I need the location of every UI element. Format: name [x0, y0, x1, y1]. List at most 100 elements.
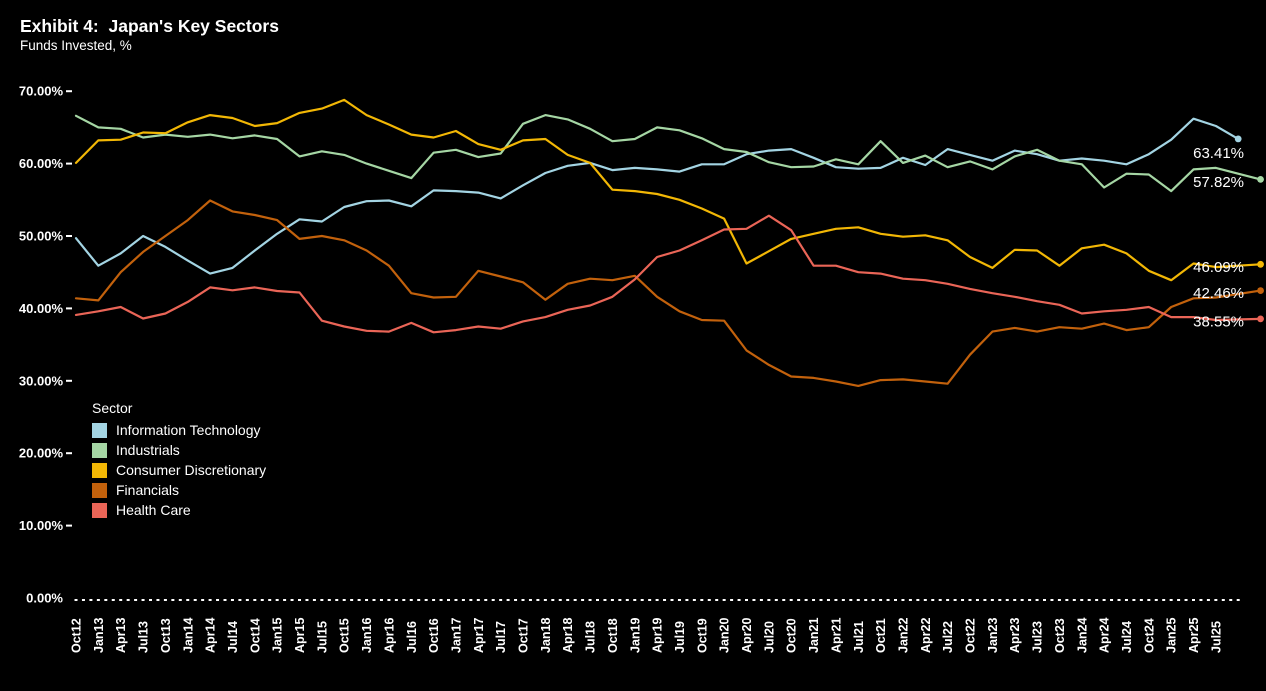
x-tick-mark [275, 599, 279, 601]
x-tick-mark [298, 599, 301, 601]
x-tick-label: Jan13 [92, 618, 106, 653]
series-line-health-care[interactable] [74, 214, 1262, 334]
x-tick-mark [648, 599, 652, 601]
x-tick-mark [1229, 599, 1233, 601]
x-tick-mark [1072, 599, 1076, 601]
x-tick-label: Oct18 [606, 618, 620, 653]
x-tick-mark [119, 599, 123, 601]
x-tick-label: Oct22 [964, 618, 978, 653]
x-tick-mark [953, 599, 957, 601]
x-tick-mark [1132, 599, 1136, 601]
x-tick-mark [1020, 599, 1024, 601]
legend-label: Information Technology [116, 422, 261, 438]
x-tick-mark [722, 599, 726, 601]
legend-swatch-information-technology [92, 422, 107, 438]
x-tick-label: Jul19 [673, 621, 687, 653]
x-tick-mark [223, 599, 227, 601]
x-tick-mark [879, 599, 883, 601]
x-tick-mark [1110, 599, 1114, 601]
x-tick-mark [804, 599, 808, 601]
legend-title: Sector [92, 400, 133, 416]
legend-item-information-technology[interactable]: Information Technology [92, 420, 266, 440]
x-tick-mark [81, 599, 85, 601]
x-tick-mark [640, 599, 644, 601]
legend-items: Information Technology Industrials Consume… [92, 420, 266, 520]
x-tick-mark [417, 599, 421, 601]
x-tick-mark [469, 599, 473, 601]
x-tick-mark [514, 599, 518, 601]
x-tick-mark [990, 599, 994, 601]
chart-subtitle: Funds Invested, % [20, 38, 132, 53]
x-tick-mark [819, 599, 823, 601]
x-tick-mark [484, 599, 488, 601]
x-tick-mark [253, 599, 257, 601]
x-tick-mark [1184, 599, 1188, 601]
series-line-industrials[interactable] [74, 113, 1262, 193]
legend-item-health-care[interactable]: Health Care [92, 500, 266, 520]
x-tick-mark [268, 599, 272, 601]
series-line-financials[interactable] [74, 199, 1262, 387]
x-tick-mark [327, 599, 331, 601]
x-tick-mark [603, 599, 607, 601]
x-tick-mark [923, 599, 927, 601]
x-tick-mark [1035, 599, 1039, 601]
x-tick-mark [1192, 599, 1195, 601]
y-tick-mark [66, 524, 72, 527]
x-tick-mark [1013, 599, 1017, 601]
x-tick-mark [290, 599, 294, 601]
x-tick-mark [596, 599, 599, 601]
y-tick-mark [66, 235, 72, 237]
x-tick-mark [1050, 599, 1054, 601]
legend-label: Consumer Discretionary [116, 462, 267, 478]
x-tick-label: Jul18 [584, 621, 598, 653]
x-tick-mark [208, 599, 212, 601]
x-tick-label: Oct19 [695, 618, 709, 653]
legend-item-consumer-discretionary[interactable]: Consumer Discretionary [92, 460, 266, 480]
x-tick-mark [871, 599, 875, 601]
series-line-consumer-discretionary[interactable] [74, 98, 1262, 282]
x-tick-mark [566, 599, 570, 601]
y-tick-label: 40.00% [19, 301, 64, 316]
x-tick-mark [1065, 599, 1069, 601]
x-tick-mark [491, 599, 495, 601]
x-tick-mark [655, 599, 659, 601]
x-tick-mark [961, 599, 965, 601]
x-tick-mark [1236, 599, 1240, 601]
x-tick-label: Jul14 [226, 621, 240, 653]
x-tick-mark [633, 599, 637, 601]
x-tick-mark [774, 599, 778, 601]
x-tick-label: Jan16 [360, 618, 374, 653]
series-line-information-technology[interactable] [74, 117, 1240, 275]
legend-label: Financials [116, 482, 180, 498]
x-tick-label: Apr24 [1098, 618, 1112, 653]
x-tick-mark [320, 599, 324, 601]
x-tick-label: Jul22 [941, 621, 955, 653]
legend-swatch-consumer-discretionary [92, 462, 107, 478]
x-tick-label: Apr25 [1187, 618, 1201, 653]
x-tick-mark [335, 599, 339, 601]
x-tick-mark [96, 599, 100, 601]
x-tick-label: Jul15 [315, 621, 329, 653]
x-tick-mark [499, 599, 503, 601]
x-tick-mark [193, 599, 197, 601]
x-tick-label: Jan21 [807, 618, 821, 653]
x-tick-mark [476, 599, 480, 601]
legend-item-financials[interactable]: Financials [92, 480, 266, 500]
x-tick-mark [1005, 599, 1009, 601]
x-tick-label: Apr17 [472, 618, 486, 653]
legend-item-industrials[interactable]: Industrials [92, 440, 266, 460]
x-tick-mark [178, 599, 182, 601]
x-tick-mark [1139, 599, 1143, 601]
x-tick-mark [826, 599, 830, 601]
x-tick-label: Oct15 [338, 618, 352, 653]
x-tick-mark [677, 599, 681, 601]
legend-label: Health Care [116, 502, 191, 518]
x-tick-mark [975, 599, 979, 601]
x-tick-mark [558, 599, 562, 601]
x-tick-mark [685, 599, 689, 601]
x-tick-label: Oct13 [159, 618, 173, 653]
x-tick-mark [447, 599, 450, 601]
x-tick-mark [856, 599, 860, 601]
x-tick-mark [342, 599, 346, 601]
x-tick-mark [1206, 599, 1210, 601]
